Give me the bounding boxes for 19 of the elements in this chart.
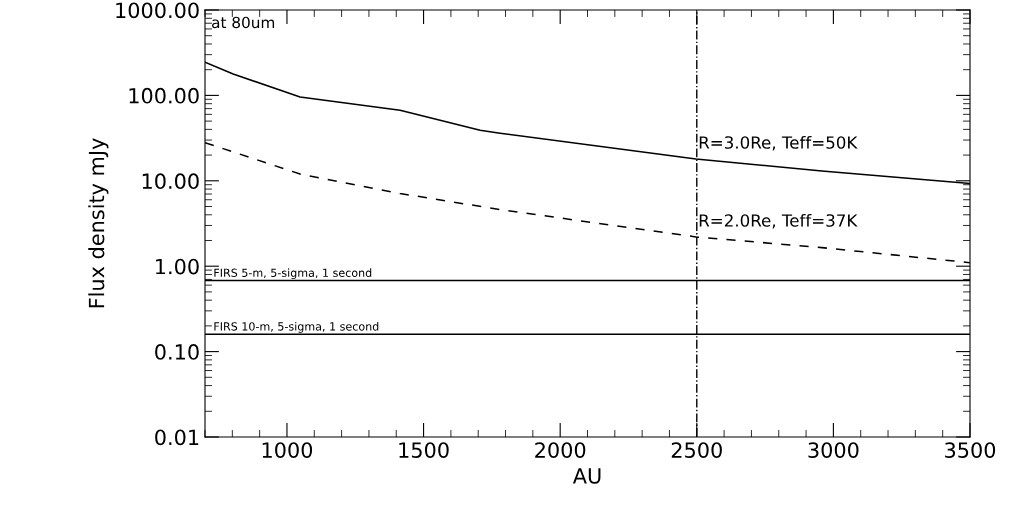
annotation: R=2.0Re, Teff=37K	[699, 213, 858, 229]
annotation: R=3.0Re, Teff=50K	[699, 135, 858, 151]
ref-line-label: FIRS 10-m, 5-sigma, 1 second	[214, 322, 379, 333]
x-tick-label: 3500	[945, 442, 996, 458]
y-tick-label: 1000.00	[116, 2, 199, 19]
y-tick-label: 10.00	[142, 173, 199, 190]
x-tick-label: 1500	[399, 442, 449, 458]
y-tick-label: 0.01	[155, 429, 199, 446]
y-tick-label: 100.00	[129, 87, 199, 104]
y-axis-title: Flux density mJy	[88, 138, 109, 308]
x-tick-label: 3000	[808, 442, 859, 458]
y-tick-label: 0.10	[155, 344, 199, 360]
x-tick-label: 2500	[671, 442, 722, 458]
annotation: at 80um	[212, 16, 275, 29]
x-axis-title: AU	[572, 468, 601, 484]
x-tick-label: 2000	[535, 442, 586, 458]
x-tick-label: 1000	[262, 442, 313, 458]
y-tick-label: 1.00	[156, 258, 199, 275]
ref-line-label: FIRS 5-m, 5-sigma, 1 second	[214, 268, 372, 280]
